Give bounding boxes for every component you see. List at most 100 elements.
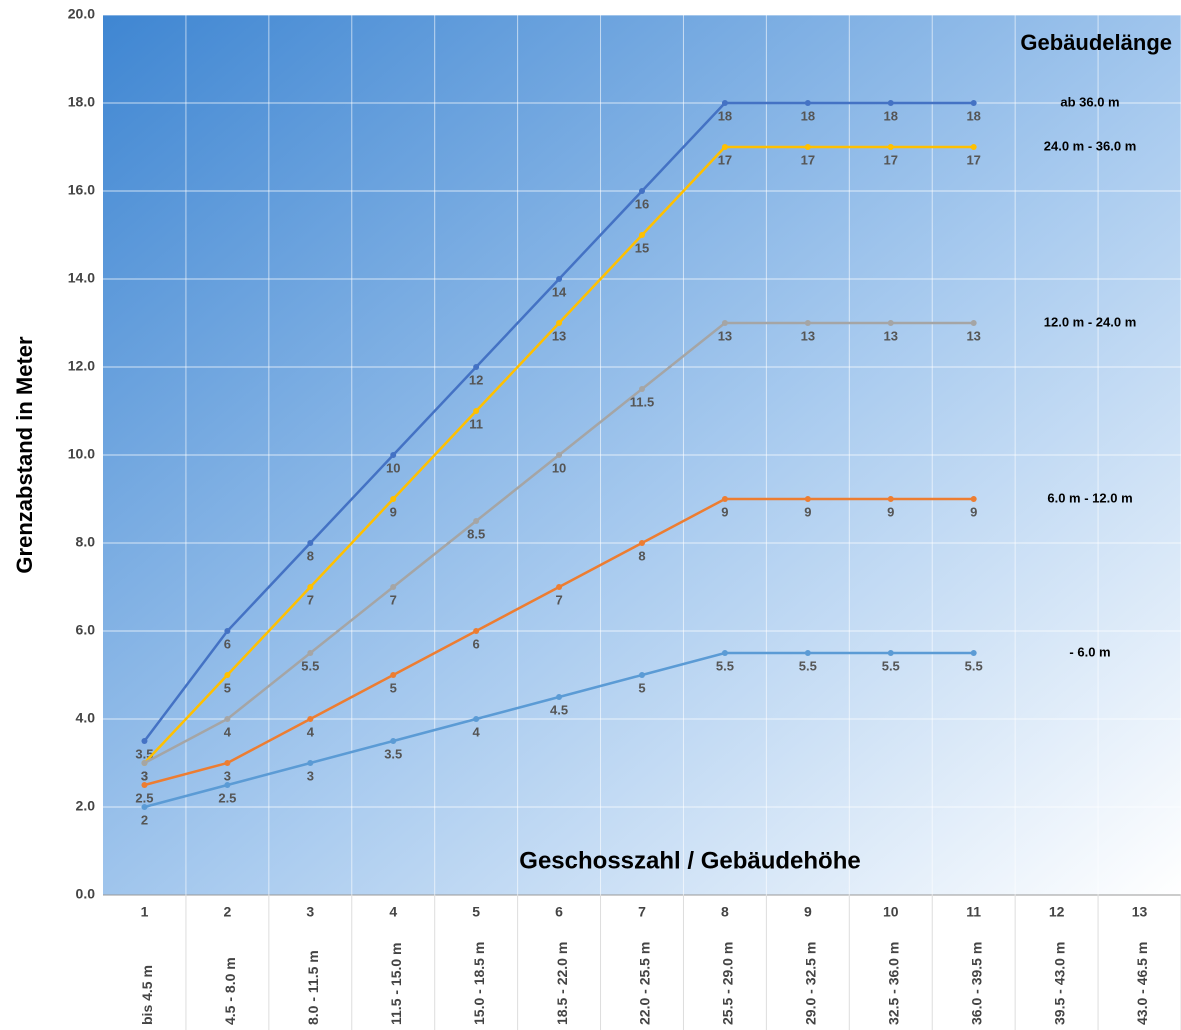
point (721, 100, 728, 106)
data-label: 5.5 (799, 658, 817, 673)
x-axis-title: Geschosszahl / Gebäudehöhe (519, 847, 860, 874)
data-label: 8.5 (467, 526, 485, 541)
point (307, 540, 314, 546)
data-label: 10 (386, 460, 400, 475)
point (141, 804, 148, 810)
point (473, 364, 480, 370)
data-label: 18 (718, 108, 732, 123)
data-label: 7 (307, 592, 314, 607)
x-tick-label: 8 (721, 904, 729, 920)
legend-title: Gebäudelänge (1020, 30, 1172, 55)
y-axis-title: Grenzabstand in Meter (12, 336, 37, 574)
data-label: 7 (555, 592, 562, 607)
x-sublabel: 15.0 - 18.5 m (471, 942, 487, 1025)
data-label: 17 (884, 152, 898, 167)
x-tick-label: 11 (966, 904, 981, 920)
x-sublabel: 25.5 - 29.0 m (720, 942, 736, 1025)
point (390, 584, 397, 590)
point (970, 320, 977, 326)
data-label: 5 (390, 680, 397, 695)
data-label: 9 (721, 504, 728, 519)
data-label: 13 (552, 328, 566, 343)
x-tick-label: 1 (141, 904, 149, 920)
x-sublabel: 36.0 - 39.5 m (968, 942, 984, 1025)
data-label: 3 (141, 768, 148, 783)
data-label: 11.5 (630, 394, 655, 409)
point (224, 760, 231, 766)
x-sublabel: 32.5 - 36.0 m (885, 942, 901, 1025)
point (639, 232, 645, 238)
y-tick-label: 20.0 (68, 6, 95, 22)
data-label: 18 (801, 108, 815, 123)
data-label: 3 (141, 768, 148, 783)
point (887, 100, 894, 106)
data-label: 5.5 (965, 658, 983, 673)
point (804, 144, 811, 150)
data-label: 4 (307, 724, 315, 739)
data-label: 8 (307, 548, 314, 563)
data-label: 11 (469, 416, 483, 431)
data-label: 13 (884, 328, 898, 343)
point (804, 496, 811, 502)
x-sublabel: bis 4.5 m (139, 965, 155, 1025)
x-sublabel: 11.5 - 15.0 m (388, 942, 404, 1025)
data-label: 9 (390, 504, 397, 519)
point (721, 496, 728, 502)
data-label: 3 (224, 768, 231, 783)
data-label: 17 (718, 152, 732, 167)
y-tick-label: 8.0 (76, 534, 96, 550)
data-label: 13 (966, 328, 980, 343)
point (141, 782, 148, 788)
point (970, 650, 977, 656)
point (721, 320, 728, 326)
data-label: 2.5 (135, 790, 153, 805)
point (307, 584, 314, 590)
y-tick-label: 16.0 (68, 182, 95, 198)
x-tick-label: 13 (1132, 904, 1148, 920)
point (887, 496, 894, 502)
x-tick-label: 5 (472, 904, 480, 920)
point (307, 760, 314, 766)
x-tick-label: 3 (306, 904, 314, 920)
point (307, 716, 314, 722)
data-label: 17 (966, 152, 980, 167)
point (639, 540, 645, 546)
data-label: 5.5 (301, 658, 319, 673)
x-tick-label: 6 (555, 904, 563, 920)
data-label: 2.5 (218, 790, 236, 805)
point (473, 716, 480, 722)
point (473, 408, 480, 414)
point (390, 452, 397, 458)
y-tick-label: 4.0 (76, 710, 96, 726)
point (390, 738, 397, 744)
data-label: 9 (804, 504, 811, 519)
data-label: 8 (638, 548, 645, 563)
legend-label: 6.0 m - 12.0 m (1047, 490, 1132, 505)
data-label: 4.5 (550, 702, 568, 717)
point (556, 452, 563, 458)
x-sublabel: 18.5 - 22.0 m (554, 942, 570, 1025)
data-label: 5.5 (716, 658, 734, 673)
x-tick-label: 9 (804, 904, 812, 920)
x-sublabel: 8.0 - 11.5 m (305, 950, 321, 1025)
point (887, 650, 894, 656)
data-label: 17 (801, 152, 815, 167)
point (804, 100, 811, 106)
point (473, 518, 480, 524)
point (556, 320, 563, 326)
data-label: 6 (224, 636, 231, 651)
data-label: 18 (884, 108, 898, 123)
point (141, 738, 148, 744)
data-label: 5.5 (882, 658, 900, 673)
data-label: 12 (469, 372, 483, 387)
x-tick-label: 10 (883, 904, 899, 920)
point (721, 144, 728, 150)
point (556, 584, 563, 590)
data-label: 9 (887, 504, 894, 519)
data-label: 5 (224, 680, 231, 695)
point (224, 628, 231, 634)
point (721, 650, 728, 656)
point (887, 320, 894, 326)
x-tick-label: 4 (389, 904, 397, 920)
